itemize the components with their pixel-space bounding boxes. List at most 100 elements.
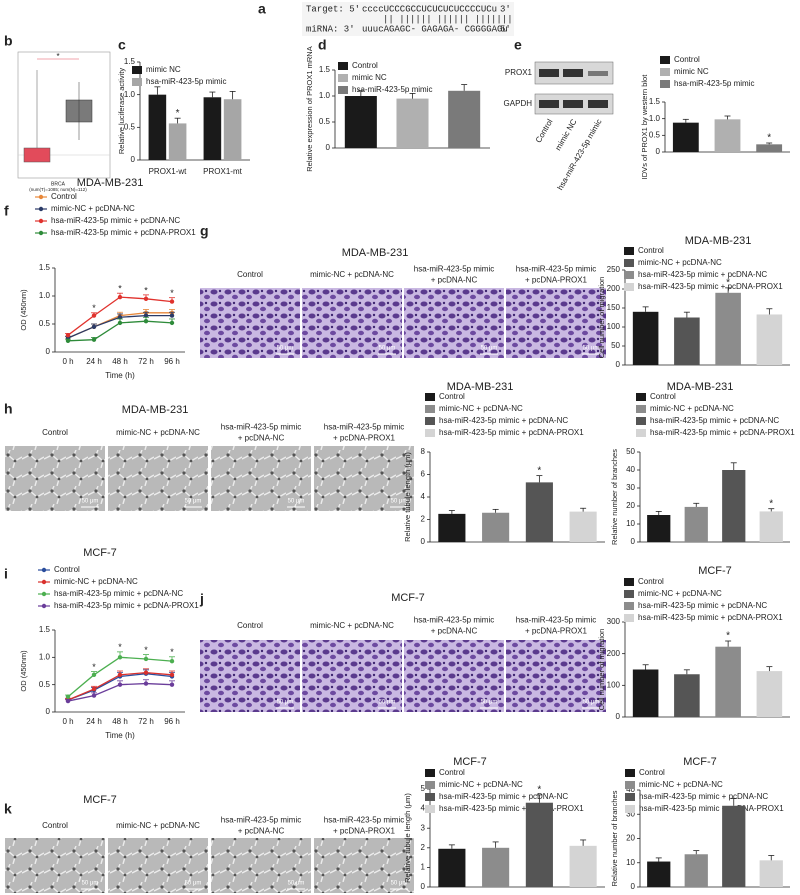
legend-label: hsa-miR-423-5p mimic + pcDNA-PROX1 — [54, 601, 199, 610]
column-label: mimic-NC + pcDNA-NC — [310, 621, 394, 630]
scale-label: 50 μm — [391, 881, 408, 887]
mirna-end: 5' — [500, 24, 511, 34]
y-tick-label: 0 — [421, 537, 426, 546]
legend-label: hsa-miR-423-5p mimic + pcDNA-PROX1 — [439, 428, 584, 437]
y-tick-label: 4 — [421, 492, 426, 501]
panel-label: f — [4, 203, 9, 219]
point — [91, 686, 97, 692]
legend-label: hsa-miR-423-5p mimic + pcDNA-NC — [439, 416, 568, 425]
legend-swatch — [660, 56, 670, 64]
legend-swatch — [132, 66, 142, 74]
legend-swatch — [425, 805, 435, 813]
point — [143, 296, 149, 301]
y-tick-label: 1.0 — [39, 291, 51, 300]
sequence-box — [302, 2, 514, 36]
target-label: Target: 5' — [306, 4, 360, 14]
bar — [756, 671, 783, 717]
y-tick-label: 0 — [421, 882, 426, 891]
dataset: BRCA — [51, 181, 66, 187]
legend-label: Control — [674, 55, 700, 64]
y-tick-label: 1.0 — [649, 114, 661, 123]
tumor-box — [23, 147, 51, 163]
y-tick-label: 8 — [421, 447, 426, 456]
legend-label: mimic-NC + pcDNA-NC — [439, 780, 523, 789]
scale-label: 50 μm — [391, 499, 408, 505]
y-tick-label: 1.5 — [649, 97, 661, 106]
y-tick-label: 1 — [421, 863, 426, 872]
y-tick-label: 0 — [616, 360, 621, 369]
column-label: Control — [42, 428, 68, 437]
y-tick-label: 6 — [421, 470, 426, 479]
point — [169, 320, 175, 326]
point — [117, 320, 123, 326]
micrograph — [5, 838, 105, 893]
y-axis-label: Cell number of migration — [597, 629, 606, 711]
legend-swatch — [625, 769, 635, 777]
panel-label: a — [258, 1, 266, 17]
micrograph-title: MDA-MB-231 — [122, 404, 189, 416]
column-label: hsa-miR-423-5p mimic — [516, 616, 596, 625]
bar — [525, 482, 553, 542]
bar — [482, 512, 510, 542]
column-label: hsa-miR-423-5p mimic — [414, 265, 494, 274]
point — [65, 698, 71, 704]
point — [169, 313, 175, 318]
scale-label: 50 μm — [288, 499, 305, 505]
y-tick-label: 1.5 — [124, 57, 136, 66]
legend-label: hsa-miR-423-5p mimic + pcDNA-PROX1 — [638, 282, 783, 291]
y-tick-label: 2 — [421, 515, 426, 524]
panel-label: c — [118, 37, 126, 53]
y-tick-label: 3 — [421, 823, 426, 832]
panel-label: i — [4, 566, 8, 582]
bar — [756, 314, 783, 365]
micrograph-title: MCF-7 — [83, 794, 117, 806]
x-axis-label: Time (h) — [105, 731, 135, 740]
y-tick-label: 1.0 — [319, 91, 331, 100]
target-seq: ccccUCCCGCCUCUCUCUCCCCUCu — [362, 4, 497, 14]
sequence-alignment: Target: 5' ccccUCCCGCCUCUCUCUCCCCUCu 3' … — [302, 2, 514, 36]
bar — [525, 802, 553, 887]
legend-label: mimic-NC + pcDNA-NC — [638, 258, 722, 267]
chart-title: MCF-7 — [83, 547, 117, 559]
y-tick-label: 1.5 — [39, 625, 51, 634]
legend-swatch — [338, 74, 348, 82]
panel-label: g — [200, 223, 209, 239]
column-label: mimic-NC + pcDNA-NC — [310, 270, 394, 279]
pairing: || |||||| |||||| ||||||| — [383, 14, 513, 24]
y-tick-label: 40 — [626, 465, 635, 474]
y-tick-label: 100 — [607, 680, 621, 689]
legend-label: hsa-miR-423-5p mimic + pcDNA-PROX1 — [638, 613, 783, 622]
micrograph — [314, 838, 414, 893]
legend-swatch — [625, 793, 635, 801]
bar — [674, 317, 700, 365]
band-label: PROX1 — [505, 68, 533, 77]
panel-label: e — [514, 37, 522, 53]
micrograph — [506, 288, 606, 358]
point — [117, 315, 123, 320]
legend-marker — [38, 218, 44, 224]
point — [169, 299, 175, 304]
column-label: Control — [237, 270, 263, 279]
significance: * — [769, 498, 773, 509]
point — [169, 658, 175, 664]
y-axis-label: Relative number of branches — [610, 790, 619, 886]
column-label: + pcDNA-PROX1 — [525, 627, 588, 636]
y-axis-label: Relative luciferase activity — [117, 68, 126, 155]
scale-label: 50 μm — [185, 881, 202, 887]
y-axis-label: IDVs of PROX1 by western blot — [640, 74, 649, 180]
y-tick-label: 0.5 — [39, 319, 51, 328]
mirna-seq: uuucAGAGC- GAGAGA- CGGGGAGu — [362, 24, 508, 34]
legend-label: hsa-miR-423-5p mimic — [352, 85, 432, 94]
band — [588, 71, 608, 76]
legend-swatch — [636, 405, 646, 413]
column-label: + pcDNA-NC — [238, 827, 285, 836]
scale-label: 50 μm — [583, 700, 600, 706]
band — [563, 100, 583, 108]
legend-marker — [41, 579, 47, 585]
significance: * — [537, 785, 541, 796]
bar — [148, 94, 167, 160]
legend-label: Control — [51, 192, 77, 201]
legend-label: hsa-miR-423-5p mimic + pcDNA-NC — [639, 792, 768, 801]
bar — [569, 845, 597, 887]
